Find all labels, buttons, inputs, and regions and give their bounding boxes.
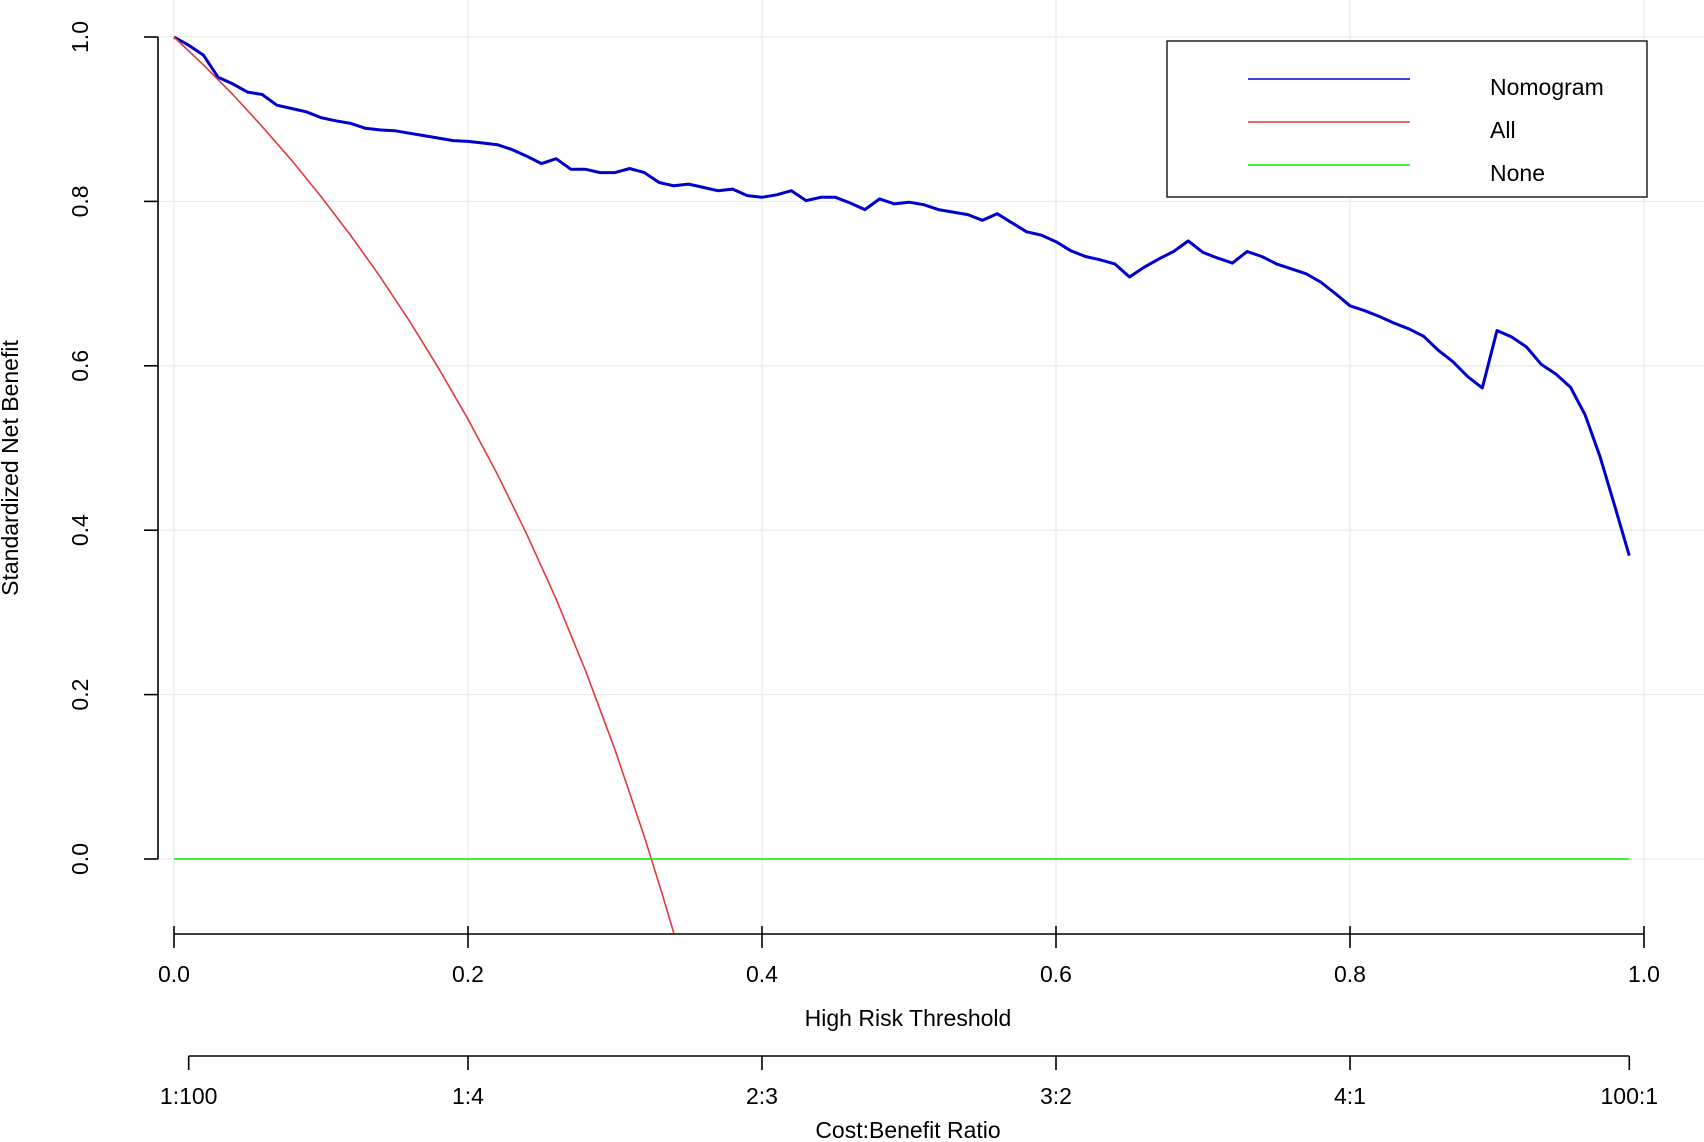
x-tick-label-5: 1.0	[1628, 961, 1660, 987]
x-tick-label-3: 0.6	[1040, 961, 1072, 987]
cost-benefit-axis: 1:100 1:4 2:3 3:2 4:1 100:1	[160, 1055, 1659, 1109]
series-line-all	[173, 36, 675, 934]
y-tick-label-1: 0.2	[67, 679, 93, 711]
legend: Nomogram All None	[1166, 40, 1648, 198]
x-tick-label-0: 0.0	[158, 961, 190, 987]
cost-benefit-axis-title: Cost:Benefit Ratio	[815, 1117, 1000, 1142]
cost-benefit-tick-label-4: 4:1	[1334, 1083, 1366, 1109]
y-tick-label-0: 0.0	[67, 843, 93, 875]
y-tick-label-2: 0.4	[67, 514, 93, 546]
x-tick-label-4: 0.8	[1334, 961, 1366, 987]
cost-benefit-tick-label-3: 3:2	[1040, 1083, 1072, 1109]
y-axis: 0.0 0.2 0.4 0.6 0.8 1.0	[67, 21, 159, 875]
cost-benefit-tick-label-2: 2:3	[746, 1083, 778, 1109]
y-tick-label-3: 0.6	[67, 350, 93, 382]
y-tick-label-4: 0.8	[67, 185, 93, 217]
x-axis-title: High Risk Threshold	[805, 1005, 1012, 1031]
x-tick-label-1: 0.2	[452, 961, 484, 987]
y-axis-title: Standardized Net Benefit	[0, 340, 23, 596]
x-tick-label-2: 0.4	[746, 961, 778, 987]
legend-box	[1166, 40, 1648, 198]
cost-benefit-tick-label-0: 1:100	[160, 1083, 218, 1109]
cost-benefit-tick-label-1: 1:4	[452, 1083, 484, 1109]
legend-label-nomogram: Nomogram	[1490, 74, 1604, 100]
y-tick-label-5: 1.0	[67, 21, 93, 53]
series-lines	[173, 35, 1631, 934]
legend-label-none: None	[1490, 160, 1545, 186]
cost-benefit-tick-label-5: 100:1	[1601, 1083, 1659, 1109]
series-line-nomogram	[173, 35, 1631, 557]
x-axis: 0.0 0.2 0.4 0.6 0.8 1.0	[158, 926, 1660, 987]
legend-label-all: All	[1490, 117, 1516, 143]
